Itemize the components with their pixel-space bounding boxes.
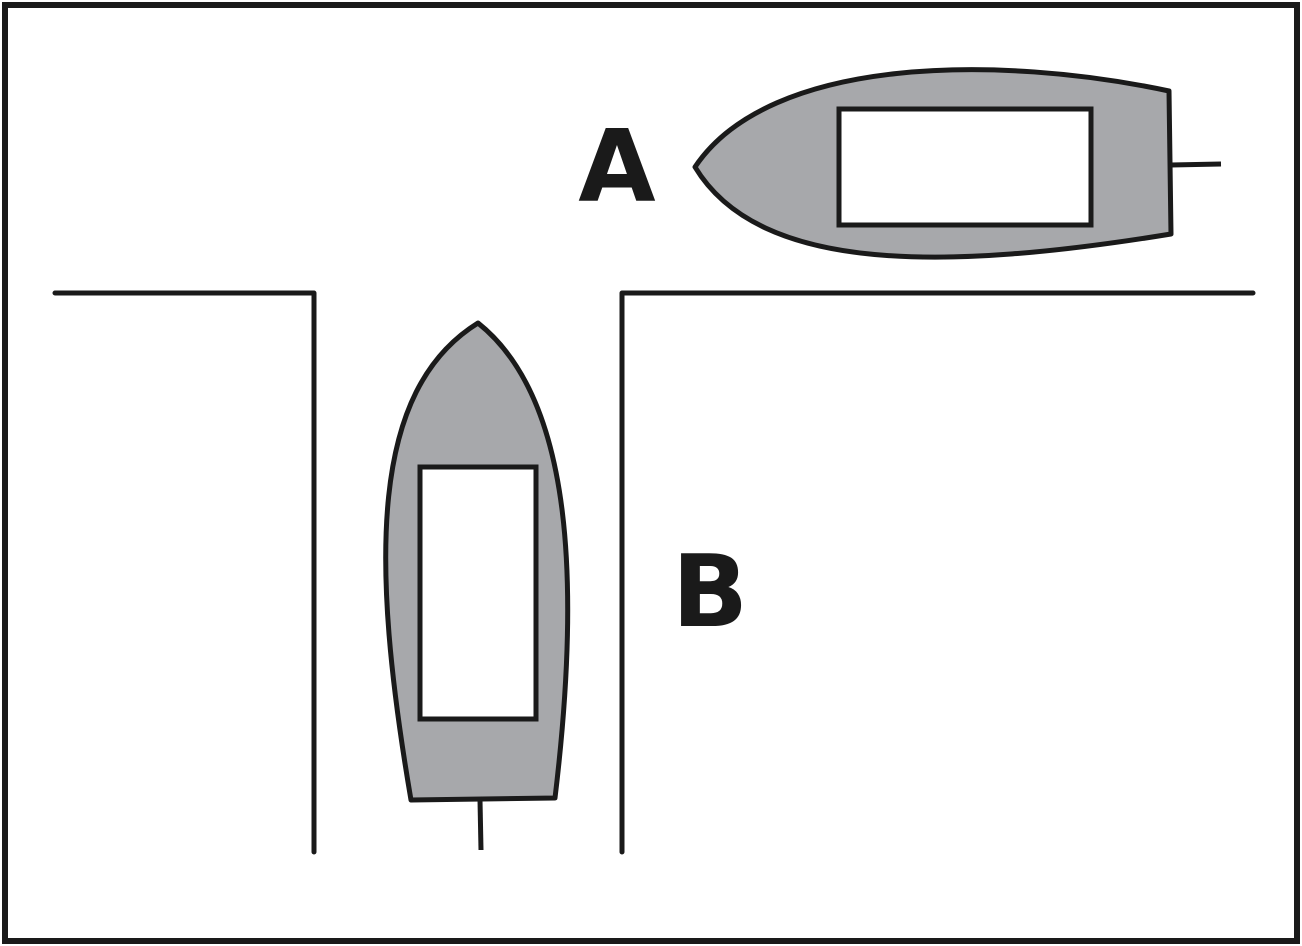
boat-b-label: B: [672, 533, 748, 650]
dock-edge-right: [619, 290, 1256, 855]
boat-a-outboard-motor: [1170, 161, 1222, 168]
boat-b: [383, 320, 571, 851]
dock-edge-left: [52, 290, 317, 855]
boat-a: [692, 67, 1222, 260]
boat-a-cabin: [836, 106, 1094, 228]
boat-b-cabin: [417, 464, 539, 722]
boat-b-outboard-motor: [477, 799, 484, 851]
boat-a-label: A: [578, 108, 655, 225]
